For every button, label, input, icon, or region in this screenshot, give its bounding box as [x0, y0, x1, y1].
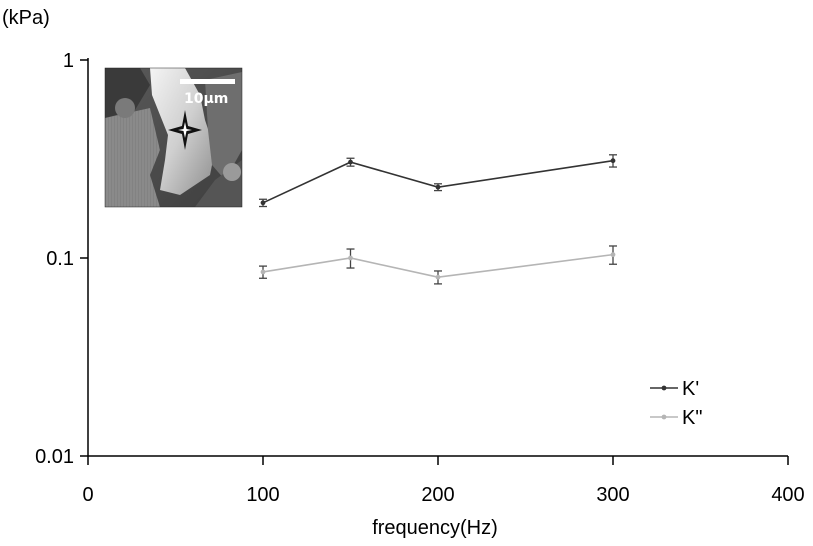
- x-tick-label: 400: [771, 484, 804, 506]
- series-layer: [259, 154, 617, 285]
- y-tick-label: 1: [63, 50, 74, 72]
- legend-swatch-marker: [661, 385, 667, 391]
- y-unit-label: (kPa): [2, 7, 50, 29]
- data-point: [348, 255, 353, 261]
- scale-bar: [180, 79, 235, 84]
- legend-swatch-marker: [661, 414, 667, 420]
- legend-label: K': [682, 378, 699, 400]
- series-line: [262, 253, 614, 278]
- y-ticks: 0.01 0.1 1: [35, 50, 88, 468]
- data-point: [348, 159, 353, 165]
- star-marker-icon: [168, 110, 202, 150]
- inset-micrograph: 10μm: [104, 67, 243, 208]
- y-tick-label: 0.1: [46, 248, 74, 270]
- x-axis-title: frequency(Hz): [372, 517, 498, 539]
- x-tick-label: 200: [421, 484, 454, 506]
- data-point: [260, 269, 266, 275]
- legend-label: K": [682, 407, 702, 429]
- data-point: [610, 158, 616, 164]
- data-point: [260, 200, 266, 206]
- x-tick-label: 300: [596, 484, 629, 506]
- data-point: [435, 184, 441, 190]
- x-tick-label: 0: [82, 484, 93, 506]
- scale-bar-label: 10μm: [184, 91, 228, 107]
- data-point: [610, 252, 616, 258]
- x-ticks: 0 100 200 300 400: [82, 456, 805, 506]
- data-point: [435, 274, 441, 280]
- series-line: [262, 159, 614, 204]
- legend: K' K": [650, 378, 702, 429]
- y-tick-label: 0.01: [35, 446, 74, 468]
- x-tick-label: 100: [246, 484, 279, 506]
